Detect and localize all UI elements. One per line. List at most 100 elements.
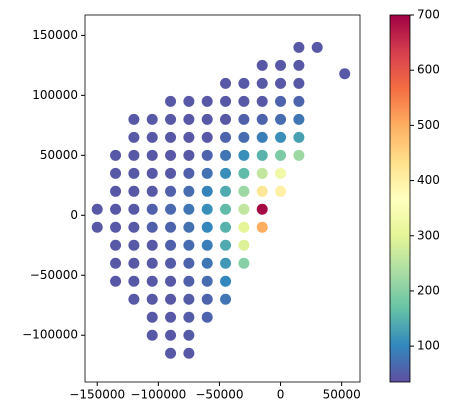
scatter-point <box>220 293 232 305</box>
scatter-point <box>238 131 250 143</box>
scatter-point <box>183 275 195 287</box>
scatter-point <box>201 95 213 107</box>
y-tick-label: 100000 <box>32 88 78 102</box>
scatter-point <box>256 203 268 215</box>
scatter-point <box>110 239 122 251</box>
scatter-point <box>220 203 232 215</box>
x-tick-label: 0 <box>277 388 285 402</box>
scatter-point <box>293 95 305 107</box>
scatter-point <box>256 167 268 179</box>
scatter-point <box>165 347 177 359</box>
scatter-point <box>183 95 195 107</box>
scatter-point <box>165 167 177 179</box>
scatter-point <box>256 185 268 197</box>
scatter-point <box>275 77 287 89</box>
scatter-point <box>128 257 140 269</box>
scatter-point <box>91 221 103 233</box>
colorbar-tick-label: 100 <box>417 339 440 353</box>
scatter-point <box>275 185 287 197</box>
scatter-point <box>128 131 140 143</box>
scatter-point <box>128 293 140 305</box>
scatter-point <box>165 113 177 125</box>
scatter-point <box>275 113 287 125</box>
scatter-point <box>183 203 195 215</box>
scatter-point <box>201 293 213 305</box>
scatter-point <box>146 311 158 323</box>
colorbar <box>389 14 411 383</box>
scatter-point <box>146 167 158 179</box>
scatter-point <box>146 113 158 125</box>
scatter-point <box>165 239 177 251</box>
scatter-point <box>238 185 250 197</box>
y-tick-label: −50000 <box>30 268 78 282</box>
scatter-point <box>311 41 323 53</box>
y-tick-label: −100000 <box>22 328 78 342</box>
scatter-point <box>146 275 158 287</box>
scatter-point <box>220 257 232 269</box>
scatter-point <box>293 131 305 143</box>
scatter-point <box>238 149 250 161</box>
scatter-point <box>146 185 158 197</box>
scatter-point <box>128 203 140 215</box>
scatter-point <box>238 203 250 215</box>
scatter-point <box>165 131 177 143</box>
scatter-point <box>238 239 250 251</box>
scatter-point <box>238 167 250 179</box>
scatter-point <box>165 257 177 269</box>
scatter-point <box>183 329 195 341</box>
scatter-point <box>238 113 250 125</box>
scatter-point <box>110 185 122 197</box>
scatter-point <box>238 221 250 233</box>
scatter-point <box>183 113 195 125</box>
colorbar-tick-label: 300 <box>417 228 440 242</box>
scatter-point <box>220 167 232 179</box>
scatter-point <box>238 77 250 89</box>
scatter-point <box>128 149 140 161</box>
scatter-point <box>165 329 177 341</box>
scatter-point <box>183 149 195 161</box>
scatter-point <box>110 257 122 269</box>
scatter-point <box>201 113 213 125</box>
scatter-point <box>128 275 140 287</box>
scatter-point <box>201 167 213 179</box>
scatter-point <box>275 95 287 107</box>
scatter-point <box>128 113 140 125</box>
scatter-point <box>201 311 213 323</box>
scatter-point <box>146 257 158 269</box>
scatter-point <box>201 221 213 233</box>
scatter-point <box>183 239 195 251</box>
x-tick-label: −100000 <box>130 388 186 402</box>
scatter-point <box>165 221 177 233</box>
scatter-point <box>146 203 158 215</box>
scatter-point <box>165 311 177 323</box>
scatter-point <box>339 68 351 80</box>
scatter-point <box>183 185 195 197</box>
scatter-point <box>183 131 195 143</box>
scatter-point <box>275 131 287 143</box>
scatter-point <box>220 275 232 287</box>
colorbar-tick-label: 700 <box>417 8 440 22</box>
scatter-point <box>256 77 268 89</box>
x-tick-label: −150000 <box>69 388 125 402</box>
scatter-point <box>165 275 177 287</box>
scatter-point <box>165 293 177 305</box>
scatter-point <box>238 95 250 107</box>
y-tick-label: 0 <box>70 208 78 222</box>
scatter-point <box>256 95 268 107</box>
scatter-point <box>165 203 177 215</box>
colorbar-tick-label: 600 <box>417 63 440 77</box>
scatter-point <box>183 167 195 179</box>
scatter-point <box>256 113 268 125</box>
scatter-point <box>256 59 268 71</box>
scatter-point <box>110 221 122 233</box>
scatter-point <box>128 239 140 251</box>
scatter-point <box>201 185 213 197</box>
scatter-point <box>146 221 158 233</box>
scatter-point <box>183 347 195 359</box>
scatter-point <box>110 275 122 287</box>
scatter-point <box>183 257 195 269</box>
scatter-point <box>146 239 158 251</box>
scatter-point <box>128 221 140 233</box>
scatter-point <box>220 113 232 125</box>
scatter-point <box>220 149 232 161</box>
